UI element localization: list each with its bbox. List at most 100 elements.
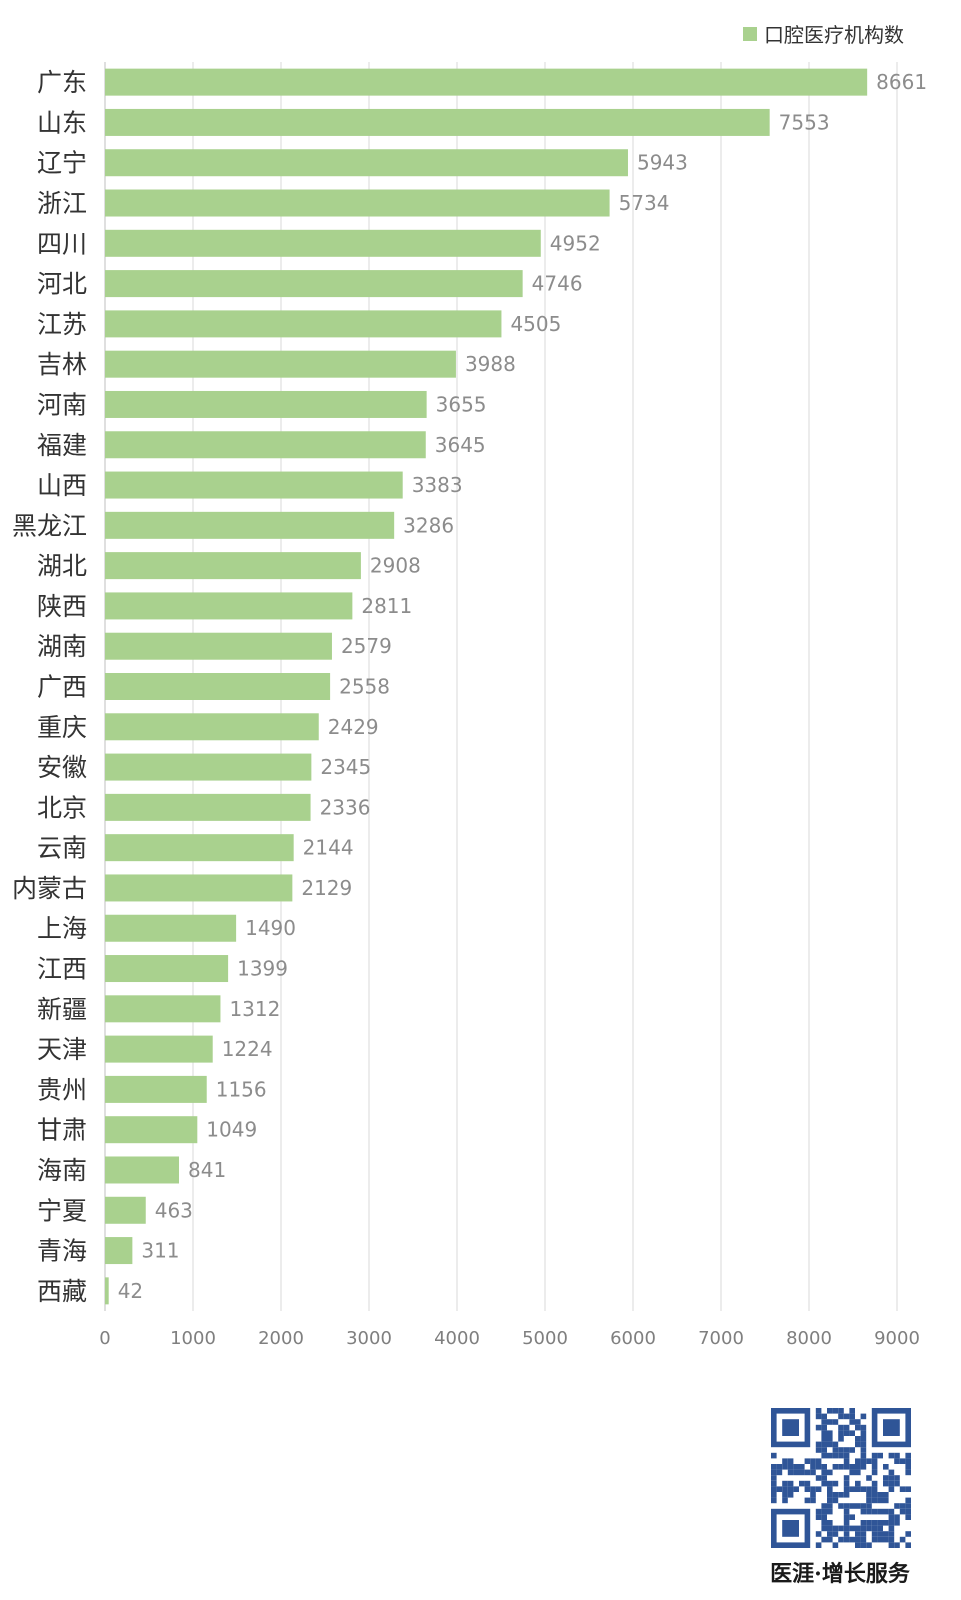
- x-tick-label: 3000: [346, 1328, 392, 1349]
- bar: [105, 1156, 180, 1184]
- bar: [105, 310, 502, 338]
- data-label: 5943: [637, 151, 688, 175]
- category-label: 黑龙江: [12, 511, 87, 540]
- bar: [105, 673, 331, 700]
- category-label: 安徽: [37, 753, 87, 782]
- bar: [105, 229, 541, 257]
- data-label: 1049: [206, 1118, 257, 1142]
- bar: [105, 431, 426, 459]
- category-label: 内蒙古: [12, 874, 87, 903]
- data-label: 3383: [412, 473, 463, 497]
- category-label: 北京: [37, 793, 87, 822]
- category-label: 新疆: [37, 995, 87, 1024]
- data-label: 5734: [619, 191, 670, 215]
- data-label: 2144: [303, 836, 354, 860]
- x-tick-label: 8000: [786, 1328, 832, 1349]
- bars: [105, 68, 868, 1305]
- bar: [105, 914, 237, 942]
- data-label: 1312: [229, 997, 280, 1021]
- bar: [105, 793, 311, 821]
- data-label: 2811: [361, 594, 412, 618]
- bar: [105, 1035, 213, 1063]
- category-label: 西藏: [37, 1277, 87, 1306]
- x-tick-label: 7000: [698, 1328, 744, 1349]
- bar: [105, 1116, 198, 1144]
- bar: [105, 753, 312, 781]
- category-labels: 广东山东辽宁浙江四川河北江苏吉林河南福建山西黑龙江湖北陕西湖南广西重庆安徽北京云…: [12, 68, 87, 1306]
- data-label: 3655: [436, 392, 487, 416]
- data-label: 3988: [465, 352, 516, 376]
- data-label: 2429: [328, 715, 379, 739]
- bar: [105, 511, 395, 539]
- category-label: 贵州: [37, 1075, 87, 1104]
- data-label: 3286: [403, 513, 454, 537]
- category-label: 辽宁: [37, 149, 87, 178]
- data-label: 311: [141, 1239, 179, 1263]
- x-tick-label: 6000: [610, 1328, 656, 1349]
- bar: [105, 108, 770, 136]
- category-label: 江苏: [37, 310, 87, 339]
- data-label: 2336: [320, 795, 371, 819]
- category-label: 陕西: [37, 592, 87, 621]
- bar: [105, 713, 319, 741]
- bar: [105, 592, 353, 620]
- data-label: 1399: [237, 957, 288, 981]
- category-label: 上海: [37, 914, 87, 943]
- data-label: 3645: [435, 433, 486, 457]
- data-label: 463: [155, 1198, 193, 1222]
- category-label: 湖南: [37, 632, 87, 661]
- data-label: 7553: [779, 110, 830, 134]
- category-label: 广西: [37, 673, 87, 702]
- x-tick-label: 4000: [434, 1328, 480, 1349]
- category-label: 甘肃: [37, 1116, 87, 1145]
- category-label: 重庆: [37, 713, 87, 742]
- category-label: 湖北: [37, 552, 87, 581]
- data-label: 4952: [550, 231, 601, 255]
- category-label: 吉林: [37, 350, 87, 379]
- data-label: 42: [118, 1279, 143, 1303]
- bar: [105, 1075, 207, 1103]
- category-label: 浙江: [37, 189, 87, 218]
- data-label: 841: [188, 1158, 226, 1182]
- x-tick-label: 2000: [258, 1328, 304, 1349]
- brand-caption: 医涯·增长服务: [770, 1561, 910, 1587]
- x-tick-label: 9000: [874, 1328, 920, 1349]
- data-label: 2558: [339, 675, 390, 699]
- x-tick-label: 5000: [522, 1328, 568, 1349]
- bar: [105, 471, 403, 499]
- legend: 口腔医疗机构数: [743, 23, 904, 47]
- bar: [105, 834, 294, 862]
- category-label: 河南: [37, 390, 87, 419]
- bar: [105, 1196, 146, 1224]
- data-label: 1490: [245, 916, 296, 940]
- bar: [105, 149, 628, 177]
- category-label: 山东: [37, 108, 87, 137]
- bar: [105, 350, 456, 378]
- category-label: 宁夏: [37, 1196, 87, 1225]
- category-label: 青海: [37, 1237, 87, 1266]
- x-tick-label: 0: [99, 1328, 110, 1349]
- bar: [105, 995, 221, 1023]
- legend-swatch: [743, 27, 757, 41]
- data-label: 2908: [370, 554, 421, 578]
- value-labels: 8661 7553 5943 5734 4952 4746 4505 3988 3655 3645…: [118, 70, 927, 1303]
- category-label: 山西: [37, 471, 87, 500]
- category-label: 四川: [37, 229, 87, 258]
- category-label: 云南: [37, 834, 87, 863]
- bar: [105, 390, 427, 418]
- data-label: 2345: [320, 755, 371, 779]
- data-label: 1156: [216, 1077, 267, 1101]
- category-label: 河北: [37, 270, 87, 299]
- qr-code: [771, 1408, 911, 1548]
- bar: [105, 552, 361, 580]
- data-label: 1224: [222, 1037, 273, 1061]
- bar: [105, 1277, 109, 1305]
- legend-label: 口腔医疗机构数: [764, 23, 904, 47]
- bar-chart: 广东山东辽宁浙江四川河北江苏吉林河南福建山西黑龙江湖北陕西湖南广西重庆安徽北京云…: [12, 23, 927, 1349]
- bar: [105, 270, 523, 298]
- bar: [105, 189, 610, 217]
- data-label: 2579: [341, 634, 392, 658]
- x-axis-ticks: 0 1000 2000 3000 4000 5000 6000 7000 8000 9000: [99, 1328, 920, 1349]
- category-label: 福建: [37, 431, 87, 460]
- category-label: 江西: [37, 955, 87, 984]
